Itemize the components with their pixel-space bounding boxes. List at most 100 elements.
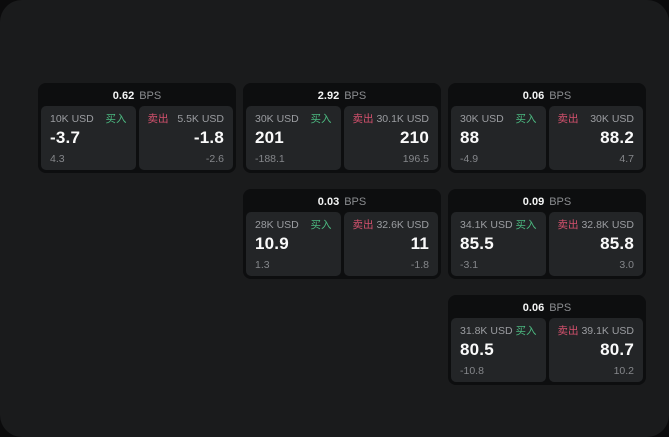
sell-change: 4.7	[619, 152, 634, 165]
bps-spread-value: 0.03	[317, 196, 340, 208]
buy-change: -188.1	[255, 152, 285, 165]
sell-panel[interactable]: 卖出 30K USD 88.2 4.7	[548, 106, 643, 170]
sell-panel[interactable]: 卖出 39.1K USD 80.7 10.2	[548, 318, 643, 382]
bps-spread-value: 0.06	[522, 90, 545, 102]
quote-panels: 10K USD 买入 -3.7 4.3 卖出 5.5K USD -1.8 -2.…	[41, 106, 233, 170]
sell-price: 85.8	[600, 233, 634, 253]
buy-side-label: 买入	[310, 219, 332, 231]
bps-unit-label: BPS	[344, 196, 367, 208]
buy-change: -4.9	[460, 152, 479, 165]
buy-notional: 34.1K USD	[460, 219, 513, 231]
quote-card-3: 0.06 BPS 30K USD 买入 88 -4.9 卖出 30K USD	[448, 83, 646, 173]
card-header: 0.06 BPS	[451, 86, 643, 106]
sell-notional: 32.6K USD	[376, 219, 429, 231]
sell-side-label: 卖出	[557, 113, 579, 125]
buy-panel[interactable]: 30K USD 买入 88 -4.9	[451, 106, 546, 170]
sell-price: 88.2	[600, 127, 634, 147]
buy-side-label: 买入	[310, 113, 332, 125]
sell-panel[interactable]: 卖出 32.6K USD 11 -1.8	[343, 212, 438, 276]
sell-side-label: 卖出	[147, 113, 169, 125]
buy-notional: 31.8K USD	[460, 325, 513, 337]
quote-card-1: 0.62 BPS 10K USD 买入 -3.7 4.3 卖出 5.5K USD	[38, 83, 236, 173]
sell-notional: 30.1K USD	[376, 113, 429, 125]
bps-spread-value: 2.92	[317, 90, 340, 102]
buy-change: 1.3	[255, 258, 270, 271]
sell-notional: 5.5K USD	[177, 113, 224, 125]
card-header: 0.09 BPS	[451, 192, 643, 212]
buy-panel[interactable]: 34.1K USD 买入 85.5 -3.1	[451, 212, 546, 276]
buy-top-row: 30K USD 买入	[255, 114, 332, 125]
quote-card-6: 0.06 BPS 31.8K USD 买入 80.5 -10.8 卖出 39.1…	[448, 295, 646, 385]
card-header: 2.92 BPS	[246, 86, 438, 106]
quote-panels: 30K USD 买入 88 -4.9 卖出 30K USD 88.2 4.7	[451, 106, 643, 170]
buy-notional: 10K USD	[50, 113, 94, 125]
buy-change: 4.3	[50, 152, 65, 165]
bps-spread-value: 0.09	[522, 196, 545, 208]
sell-price: 11	[410, 233, 429, 253]
buy-panel[interactable]: 31.8K USD 买入 80.5 -10.8	[451, 318, 546, 382]
sell-top-row: 卖出 32.6K USD	[353, 220, 430, 231]
quote-panels: 28K USD 买入 10.9 1.3 卖出 32.6K USD 11 -1.8	[246, 212, 438, 276]
buy-top-row: 10K USD 买入	[50, 114, 127, 125]
sell-panel[interactable]: 卖出 5.5K USD -1.8 -2.6	[138, 106, 233, 170]
buy-top-row: 31.8K USD 买入	[460, 326, 537, 337]
sell-side-label: 卖出	[352, 113, 374, 125]
sell-top-row: 卖出 32.8K USD	[558, 220, 635, 231]
sell-panel[interactable]: 卖出 32.8K USD 85.8 3.0	[548, 212, 643, 276]
buy-top-row: 34.1K USD 买入	[460, 220, 537, 231]
sell-side-label: 卖出	[557, 219, 579, 231]
sell-change: 10.2	[613, 364, 634, 377]
quote-card-4: 0.03 BPS 28K USD 买入 10.9 1.3 卖出 32.6K US…	[243, 189, 441, 279]
sell-side-label: 卖出	[557, 325, 579, 337]
buy-price: 10.9	[255, 233, 289, 253]
buy-side-label: 买入	[515, 325, 537, 337]
bps-unit-label: BPS	[549, 196, 572, 208]
card-header: 0.06 BPS	[451, 298, 643, 318]
sell-price: -1.8	[193, 127, 224, 147]
sell-top-row: 卖出 30.1K USD	[353, 114, 430, 125]
buy-side-label: 买入	[515, 219, 537, 231]
quote-panels: 31.8K USD 买入 80.5 -10.8 卖出 39.1K USD 80.…	[451, 318, 643, 382]
sell-change: -2.6	[205, 152, 224, 165]
sell-change: 3.0	[619, 258, 634, 271]
bps-unit-label: BPS	[344, 90, 367, 102]
sell-top-row: 卖出 39.1K USD	[558, 326, 635, 337]
card-header: 0.62 BPS	[41, 86, 233, 106]
sell-notional: 30K USD	[590, 113, 634, 125]
quote-card-2: 2.92 BPS 30K USD 买入 201 -188.1 卖出 30.1K …	[243, 83, 441, 173]
buy-side-label: 买入	[105, 113, 127, 125]
sell-change: -1.8	[410, 258, 429, 271]
quote-card-grid: 0.62 BPS 10K USD 买入 -3.7 4.3 卖出 5.5K USD	[38, 83, 646, 385]
sell-panel[interactable]: 卖出 30.1K USD 210 196.5	[343, 106, 438, 170]
bps-unit-label: BPS	[549, 90, 572, 102]
sell-side-label: 卖出	[352, 219, 374, 231]
quote-card-5: 0.09 BPS 34.1K USD 买入 85.5 -3.1 卖出 32.8K…	[448, 189, 646, 279]
buy-price: 85.5	[460, 233, 494, 253]
sell-notional: 39.1K USD	[581, 325, 634, 337]
buy-price: 80.5	[460, 339, 494, 359]
buy-panel[interactable]: 10K USD 买入 -3.7 4.3	[41, 106, 136, 170]
sell-change: 196.5	[402, 152, 429, 165]
sell-price: 80.7	[600, 339, 634, 359]
bps-unit-label: BPS	[139, 90, 162, 102]
card-header: 0.03 BPS	[246, 192, 438, 212]
bps-spread-value: 0.06	[522, 302, 545, 314]
quote-panels: 30K USD 买入 201 -188.1 卖出 30.1K USD 210 1…	[246, 106, 438, 170]
buy-change: -10.8	[460, 364, 484, 377]
sell-notional: 32.8K USD	[581, 219, 634, 231]
buy-notional: 30K USD	[460, 113, 504, 125]
buy-notional: 28K USD	[255, 219, 299, 231]
buy-top-row: 28K USD 买入	[255, 220, 332, 231]
sell-top-row: 卖出 5.5K USD	[148, 114, 225, 125]
buy-top-row: 30K USD 买入	[460, 114, 537, 125]
buy-price: -3.7	[50, 127, 81, 147]
quote-panels: 34.1K USD 买入 85.5 -3.1 卖出 32.8K USD 85.8…	[451, 212, 643, 276]
buy-price: 88	[460, 127, 480, 147]
buy-side-label: 买入	[515, 113, 537, 125]
buy-panel[interactable]: 30K USD 买入 201 -188.1	[246, 106, 341, 170]
bps-spread-value: 0.62	[112, 90, 135, 102]
buy-panel[interactable]: 28K USD 买入 10.9 1.3	[246, 212, 341, 276]
bps-unit-label: BPS	[549, 302, 572, 314]
buy-notional: 30K USD	[255, 113, 299, 125]
